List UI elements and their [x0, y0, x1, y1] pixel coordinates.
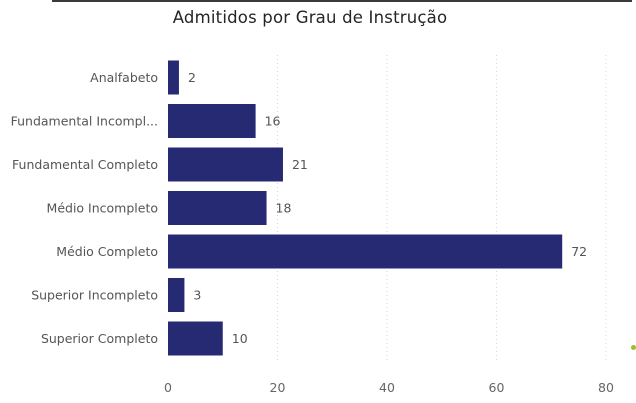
category-label: Superior Completo — [41, 331, 158, 346]
bar — [168, 104, 256, 138]
bar — [168, 234, 563, 269]
x-tick-label: 20 — [270, 380, 286, 395]
chart-title: Admitidos por Grau de Instrução — [172, 8, 448, 27]
bar — [168, 147, 283, 182]
category-label: Analfabeto — [90, 70, 158, 85]
edge-indicator-dot — [631, 345, 636, 350]
data-label: 3 — [193, 288, 201, 303]
x-tick-label: 60 — [489, 380, 505, 395]
category-label: Fundamental Completo — [12, 157, 158, 172]
category-label: Superior Incompleto — [31, 288, 158, 303]
bar — [168, 278, 185, 312]
category-label: Médio Incompleto — [47, 201, 158, 216]
data-label: 16 — [265, 114, 281, 129]
data-label: 72 — [571, 244, 587, 259]
data-label: 2 — [188, 70, 196, 85]
category-label: Médio Completo — [56, 244, 158, 259]
top-border-line — [52, 0, 632, 2]
bar — [168, 191, 267, 225]
bar — [168, 321, 223, 356]
x-tick-label: 0 — [164, 380, 172, 395]
bar — [168, 60, 179, 95]
category-label: Fundamental Incompl... — [11, 114, 158, 129]
x-tick-label: 40 — [379, 380, 395, 395]
x-tick-label: 80 — [598, 380, 614, 395]
data-label: 21 — [292, 157, 308, 172]
data-label: 18 — [276, 201, 292, 216]
data-label: 10 — [232, 331, 248, 346]
